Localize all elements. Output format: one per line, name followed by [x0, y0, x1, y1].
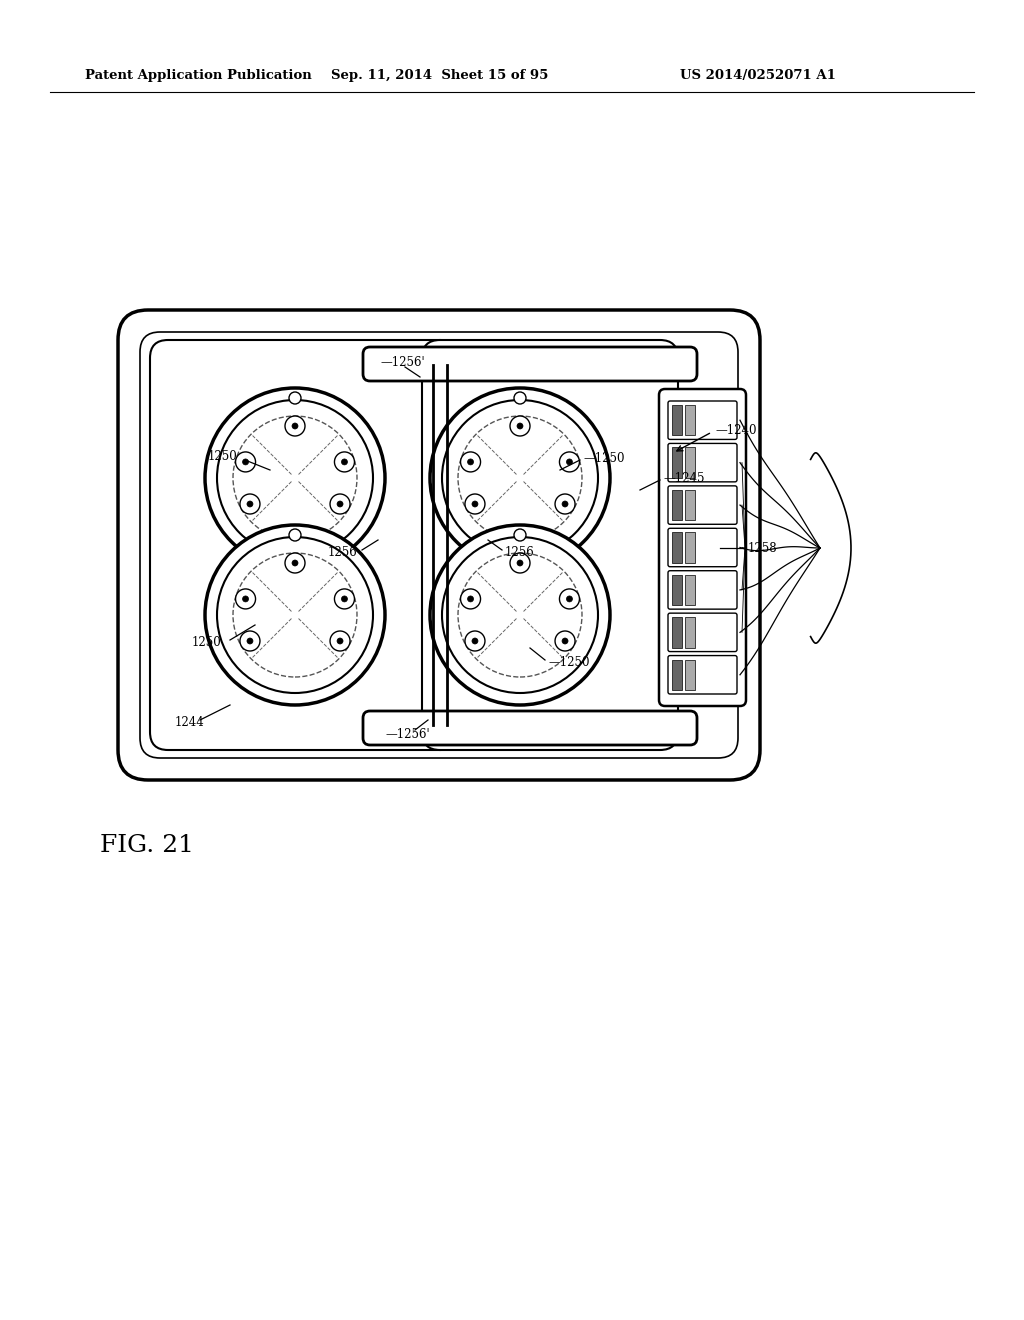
Text: Patent Application Publication: Patent Application Publication: [85, 69, 311, 82]
Circle shape: [562, 638, 568, 644]
FancyBboxPatch shape: [668, 656, 737, 694]
Circle shape: [555, 631, 575, 651]
Circle shape: [285, 416, 305, 436]
Circle shape: [217, 537, 373, 693]
Bar: [672, 447, 682, 478]
Circle shape: [472, 638, 478, 644]
Bar: [685, 532, 695, 562]
Circle shape: [247, 638, 253, 644]
Bar: [672, 660, 682, 690]
Circle shape: [559, 589, 580, 609]
Circle shape: [292, 422, 298, 429]
Bar: [685, 405, 695, 436]
Circle shape: [510, 553, 530, 573]
Text: FIG. 21: FIG. 21: [100, 833, 194, 857]
Circle shape: [468, 459, 473, 465]
FancyBboxPatch shape: [668, 444, 737, 482]
Text: —1256': —1256': [385, 729, 430, 742]
Bar: [672, 490, 682, 520]
Circle shape: [430, 388, 610, 568]
Circle shape: [514, 529, 526, 541]
Bar: [685, 490, 695, 520]
Circle shape: [289, 392, 301, 404]
Circle shape: [240, 494, 260, 513]
Bar: [672, 532, 682, 562]
Text: —1250: —1250: [548, 656, 590, 668]
Text: —1250: —1250: [583, 451, 625, 465]
Text: 1258: 1258: [748, 541, 777, 554]
Circle shape: [285, 553, 305, 573]
Circle shape: [205, 525, 385, 705]
Bar: [672, 618, 682, 648]
Circle shape: [330, 631, 350, 651]
FancyBboxPatch shape: [668, 486, 737, 524]
FancyBboxPatch shape: [140, 333, 738, 758]
Text: 1250: 1250: [208, 450, 238, 462]
Circle shape: [514, 392, 526, 404]
Circle shape: [292, 560, 298, 566]
Circle shape: [330, 494, 350, 513]
Circle shape: [461, 589, 480, 609]
Circle shape: [335, 589, 354, 609]
Circle shape: [341, 595, 347, 602]
Text: US 2014/0252071 A1: US 2014/0252071 A1: [680, 69, 836, 82]
Circle shape: [442, 400, 598, 556]
Circle shape: [566, 459, 572, 465]
Circle shape: [335, 451, 354, 473]
Circle shape: [236, 451, 256, 473]
Bar: [685, 447, 695, 478]
Circle shape: [510, 416, 530, 436]
Circle shape: [461, 451, 480, 473]
Circle shape: [562, 502, 568, 507]
Text: 1256: 1256: [328, 546, 357, 560]
Bar: [685, 618, 695, 648]
FancyBboxPatch shape: [668, 614, 737, 652]
FancyBboxPatch shape: [668, 570, 737, 609]
FancyBboxPatch shape: [150, 341, 458, 750]
Text: 1256: 1256: [505, 546, 535, 560]
Circle shape: [465, 494, 485, 513]
Circle shape: [240, 631, 260, 651]
Circle shape: [442, 537, 598, 693]
Text: —1256': —1256': [380, 356, 425, 370]
Circle shape: [337, 638, 343, 644]
Circle shape: [566, 595, 572, 602]
FancyBboxPatch shape: [659, 389, 746, 706]
Circle shape: [243, 459, 249, 465]
FancyBboxPatch shape: [118, 310, 760, 780]
Circle shape: [555, 494, 575, 513]
Circle shape: [289, 529, 301, 541]
Bar: [672, 405, 682, 436]
Circle shape: [465, 631, 485, 651]
Circle shape: [243, 595, 249, 602]
Circle shape: [517, 560, 523, 566]
Text: —1245: —1245: [663, 471, 705, 484]
FancyBboxPatch shape: [668, 401, 737, 440]
Bar: [672, 574, 682, 605]
Circle shape: [472, 502, 478, 507]
Bar: [685, 660, 695, 690]
Text: Sep. 11, 2014  Sheet 15 of 95: Sep. 11, 2014 Sheet 15 of 95: [332, 69, 549, 82]
Text: —1240: —1240: [715, 424, 757, 437]
Circle shape: [517, 422, 523, 429]
FancyBboxPatch shape: [422, 341, 678, 750]
Text: 1250: 1250: [193, 636, 222, 649]
Circle shape: [559, 451, 580, 473]
Text: 1244: 1244: [175, 717, 205, 730]
Circle shape: [430, 525, 610, 705]
FancyBboxPatch shape: [362, 711, 697, 744]
Circle shape: [236, 589, 256, 609]
Circle shape: [341, 459, 347, 465]
FancyBboxPatch shape: [668, 528, 737, 566]
Circle shape: [205, 388, 385, 568]
Circle shape: [468, 595, 473, 602]
Bar: [685, 574, 695, 605]
Circle shape: [247, 502, 253, 507]
Circle shape: [337, 502, 343, 507]
FancyBboxPatch shape: [362, 347, 697, 381]
Circle shape: [217, 400, 373, 556]
